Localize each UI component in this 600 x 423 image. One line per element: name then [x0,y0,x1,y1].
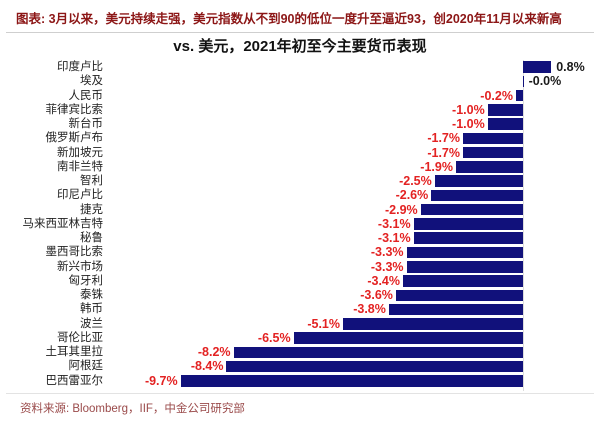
category-label: 墨西哥比索 [45,246,104,259]
category-label: 泰铢 [80,289,103,302]
bar [406,261,523,273]
category-label: 新台币 [68,118,104,131]
bar [388,303,523,316]
chart-row: 墨西哥比索 -3.3% [0,245,600,259]
value-label: -8.2% [197,345,231,360]
category-label: 土耳其里拉 [45,346,104,359]
value-label: -3.1% [377,231,411,246]
category-label: 新兴市场 [57,260,103,273]
bar [434,175,523,187]
bar [180,375,523,387]
bar [402,275,523,287]
category-label: 新加坡元 [57,146,103,159]
bar [487,118,523,130]
chart-row: 巴西雷亚尔 -9.7% [0,374,600,388]
bar [515,89,523,102]
category-label: 印尼卢比 [57,189,103,202]
bar [523,75,524,88]
bar [342,318,523,330]
value-label: -6.5% [257,330,291,345]
category-label: 捷克 [80,203,103,216]
value-label: -2.9% [384,202,418,217]
category-label: 埃及 [80,75,103,88]
value-label: -1.9% [420,159,453,174]
value-label: -1.7% [427,145,460,160]
chart-row: 土耳其里拉 -8.2% [0,345,600,359]
category-label: 俄罗斯卢布 [45,132,104,145]
value-label: -3.3% [370,245,404,260]
chart-row: 印尼卢比 -2.6% [0,188,600,202]
value-label: 0.8% [556,60,585,74]
chart-row: 捷克 -2.9% [0,203,600,217]
category-label: 巴西雷亚尔 [45,374,104,387]
chart-row: 人民币 -0.2% [0,89,600,103]
zero-axis-line [523,60,524,391]
chart-row: 新兴市场 -3.3% [0,260,600,274]
chart-row: 马来西亚林吉特 -3.1% [0,217,600,231]
category-label: 马来西亚林吉特 [22,217,104,230]
category-label: 人民币 [68,89,104,102]
chart-row: 匈牙利 -3.4% [0,274,600,288]
value-label: -9.7% [144,373,178,388]
chart-title: vs. 美元，2021年初至今主要货币表现 [173,38,427,55]
chart-row: 波兰 -5.1% [0,317,600,331]
figure-caption: 图表: 3月以来，美元持续走强，美元指数从不到90的低位一度升至逼近93，创20… [6,0,594,33]
footer-divider [6,393,594,394]
chart-row: 印度卢比 0.8% [0,60,600,74]
value-label: -3.8% [353,302,386,317]
chart-row: 秘鲁 -3.1% [0,231,600,245]
bar [413,218,523,230]
bar [455,161,523,173]
value-label: -2.5% [399,174,432,189]
category-label: 哥伦比亚 [57,331,103,344]
chart-row: 南非兰特 -1.9% [0,160,600,174]
bar [462,132,523,145]
chart-row: 菲律宾比索 -1.0% [0,103,600,117]
category-label: 秘鲁 [80,232,103,245]
bar [233,346,523,359]
value-label: -1.0% [452,102,485,117]
category-label: 智利 [80,175,103,188]
chart-plot: 印度卢比 0.8% 埃及 -0.0% 人民币 -0.2% 菲律宾比索 -1.0% 新台币 -1.0… [0,60,600,391]
bar [395,289,523,302]
category-label: 菲律宾比索 [45,103,104,116]
value-label: -3.6% [360,288,393,303]
source-note: 资料来源: Bloomberg，IIF，中金公司研究部 [20,403,245,415]
chart-row: 韩币 -3.8% [0,302,600,316]
bar [293,332,523,344]
bar [420,203,523,216]
category-label: 波兰 [80,317,103,330]
bar [462,146,523,159]
value-label: -1.0% [452,117,485,132]
value-label: -8.4% [190,359,224,374]
bar [523,61,552,73]
bar [226,360,523,373]
value-label: -3.3% [370,259,404,274]
chart-row: 智利 -2.5% [0,174,600,188]
chart-row: 埃及 -0.0% [0,74,600,88]
category-label: 韩币 [80,303,103,316]
bar [406,246,523,259]
category-label: 印度卢比 [57,61,103,73]
chart-row: 新台币 -1.0% [0,117,600,131]
value-label: -0.2% [480,88,513,103]
value-label: -0.0% [528,74,562,89]
bar [487,104,523,116]
bar [413,232,523,244]
value-label: -5.1% [307,316,340,331]
category-label: 匈牙利 [68,274,104,287]
category-label: 南非兰特 [57,160,103,173]
chart-row: 泰铢 -3.6% [0,288,600,302]
chart-row: 阿根廷 -8.4% [0,359,600,373]
value-label: -3.1% [377,216,411,231]
value-label: -3.4% [367,273,400,288]
value-label: -1.7% [427,131,460,146]
chart-row: 俄罗斯卢布 -1.7% [0,131,600,145]
category-label: 阿根廷 [68,360,104,373]
value-label: -2.6% [395,188,429,203]
bar [431,189,523,202]
chart-row: 新加坡元 -1.7% [0,146,600,160]
chart-row: 哥伦比亚 -6.5% [0,331,600,345]
